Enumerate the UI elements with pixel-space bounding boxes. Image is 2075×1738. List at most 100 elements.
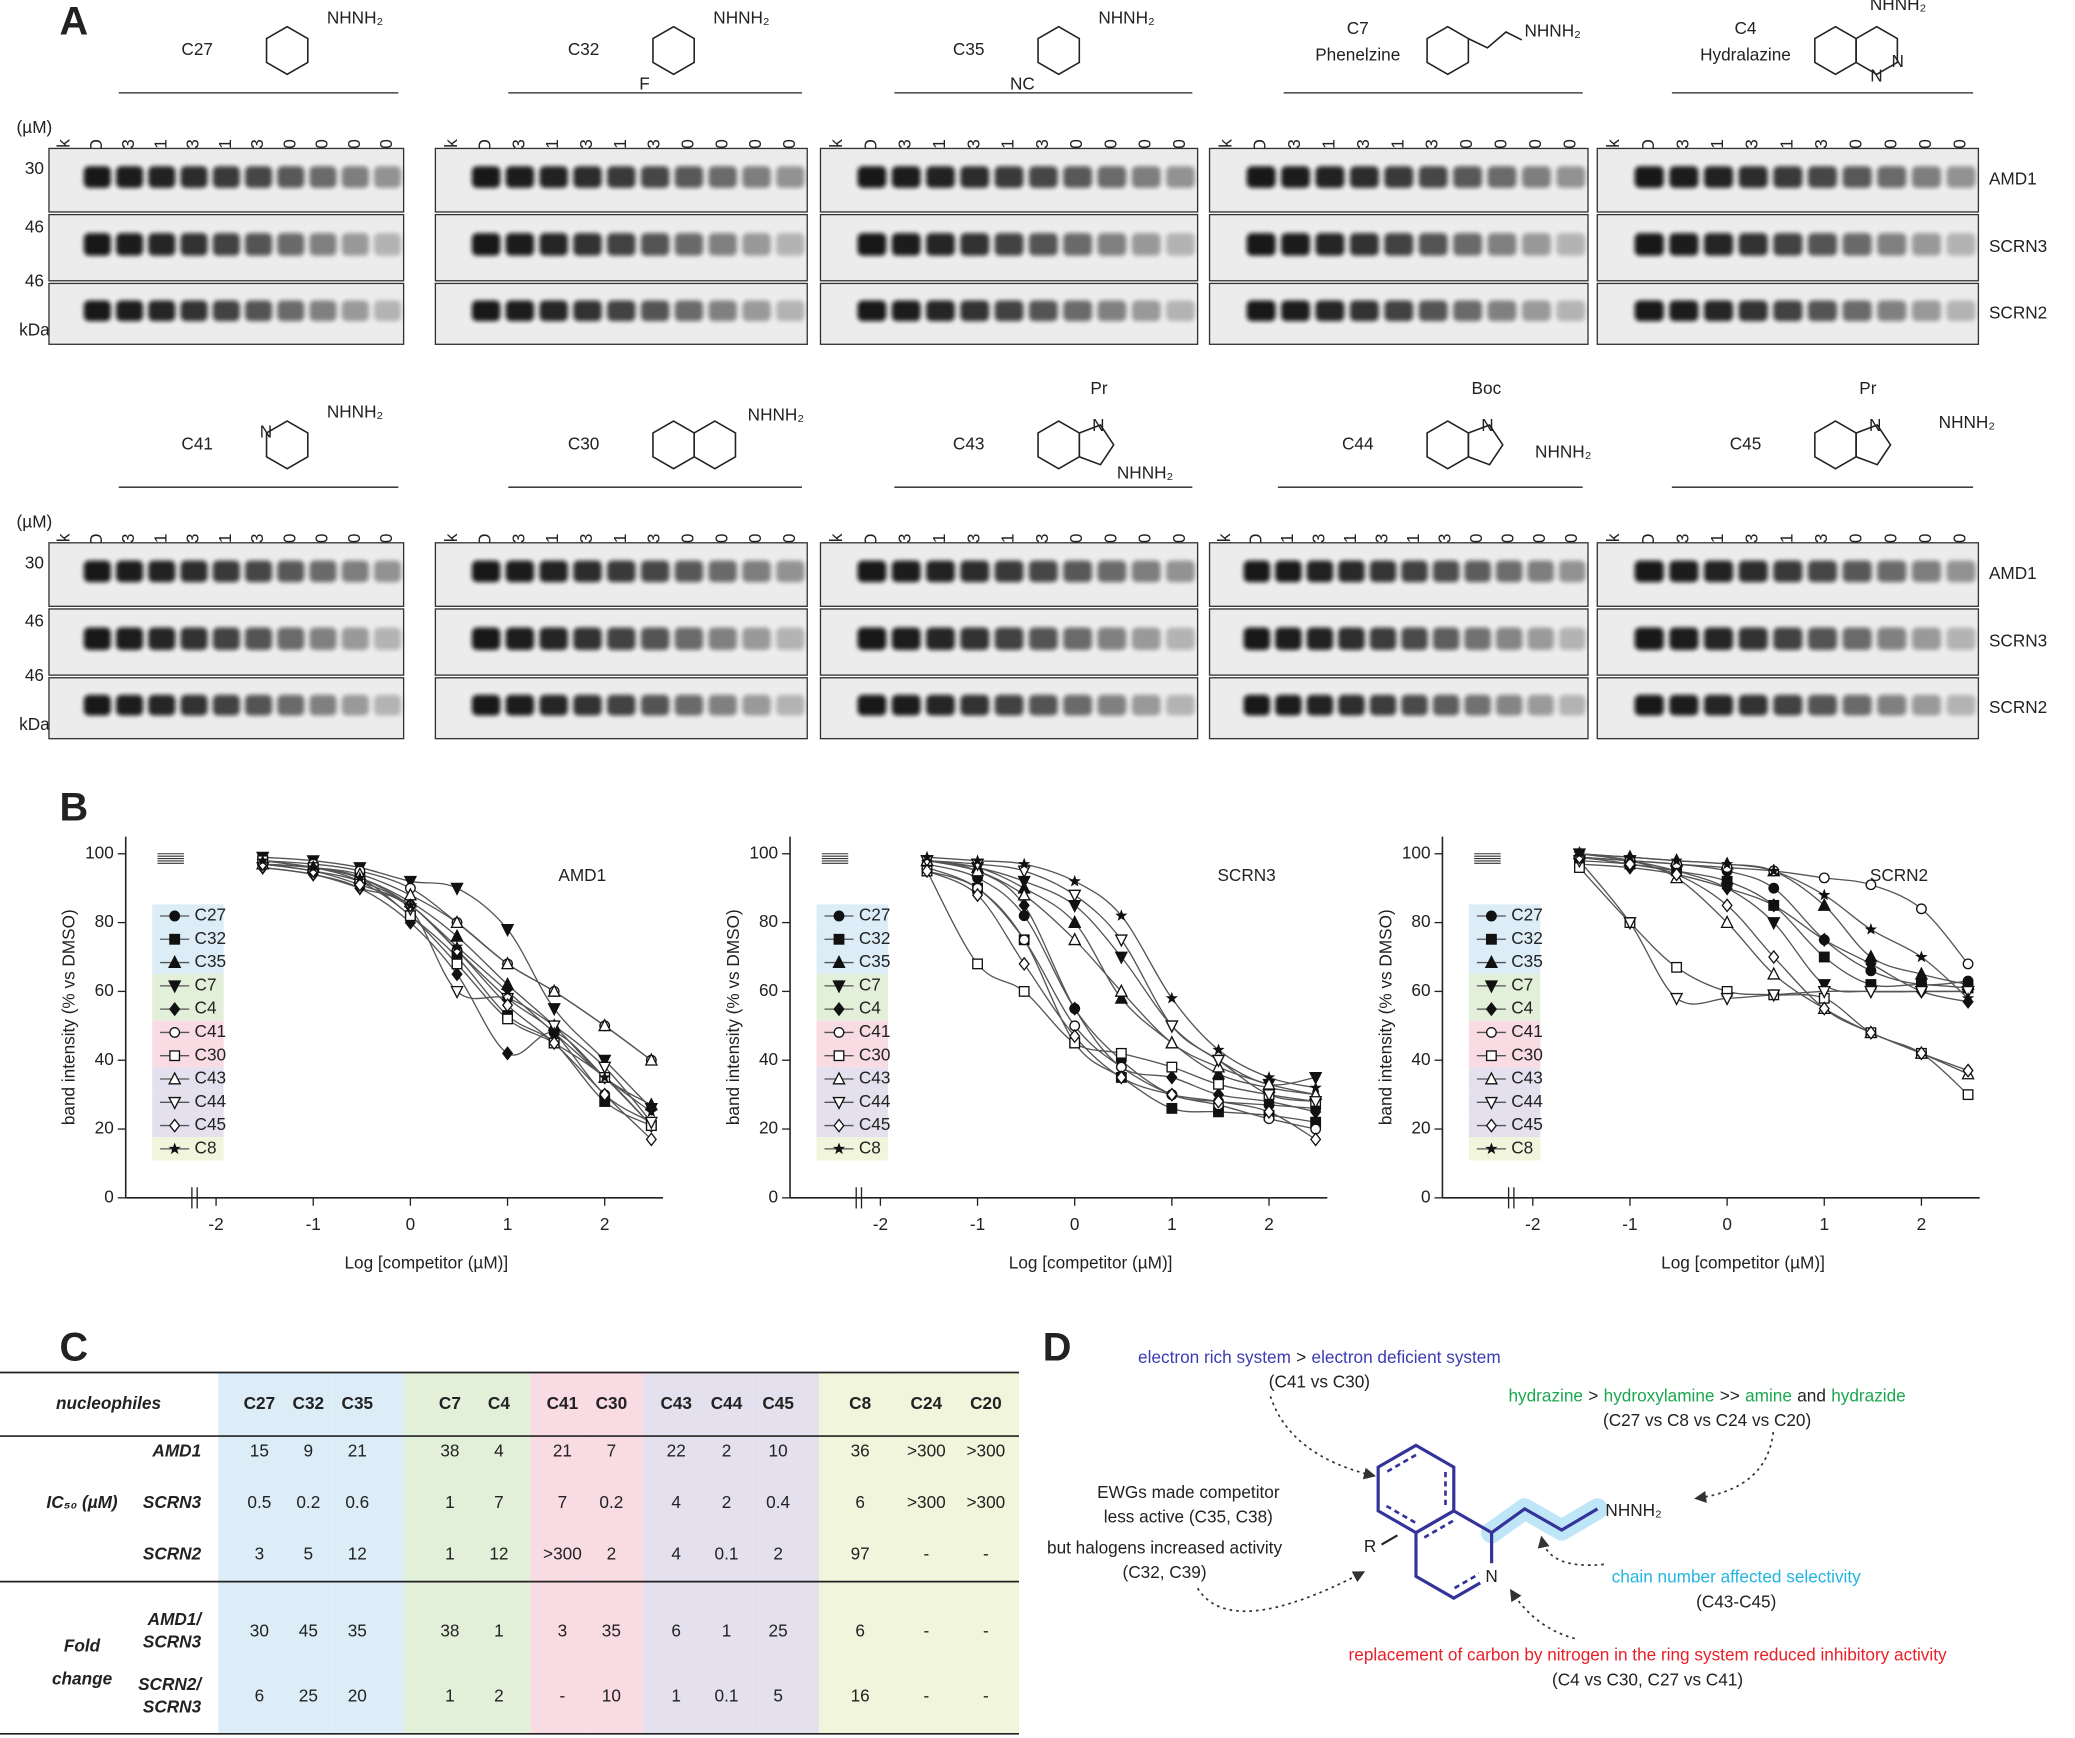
- gel-band: [1097, 694, 1127, 716]
- point: [500, 924, 515, 938]
- table-cell: 2: [722, 1492, 732, 1512]
- gel-band: [960, 166, 990, 188]
- gel-band: [1315, 233, 1345, 256]
- point: [920, 850, 934, 863]
- gel-band: [83, 166, 111, 188]
- point: [450, 928, 464, 942]
- lane-label: 1: [998, 534, 1018, 544]
- gel-band: [1703, 627, 1734, 650]
- point: [1310, 1132, 1322, 1147]
- compound-label: C7: [1347, 18, 1369, 38]
- gel-band: [994, 166, 1024, 188]
- gel-band: [1338, 694, 1365, 716]
- gel-band: [1281, 300, 1311, 322]
- lane-label: 1: [1387, 139, 1407, 149]
- table-cell: 38: [440, 1620, 459, 1640]
- table-cell: >300: [907, 1492, 946, 1512]
- table-cell: 12: [489, 1544, 508, 1564]
- point: [645, 1132, 657, 1147]
- point: [1623, 917, 1637, 931]
- point: [1767, 989, 1781, 1003]
- gel-band: [994, 233, 1024, 256]
- arrows: [1196, 1396, 1775, 1640]
- table-cell: 35: [602, 1620, 621, 1640]
- gel-band: [1911, 627, 1941, 650]
- gel-band: [1275, 560, 1302, 583]
- gel-band: [1773, 300, 1803, 322]
- inner-bond: [1385, 1504, 1417, 1525]
- gel-band: [505, 166, 535, 188]
- legend-label: C7: [859, 974, 881, 994]
- arrow: [1269, 1396, 1376, 1480]
- table-cell: 4: [671, 1492, 681, 1512]
- inner-bond: [1423, 1519, 1455, 1539]
- point: [1865, 1025, 1877, 1040]
- table-cell: 2: [607, 1544, 617, 1564]
- point: [256, 854, 269, 866]
- column-band: [474, 1372, 531, 1734]
- table-cell: 22: [667, 1440, 686, 1460]
- note: but halogens increased activity: [1047, 1537, 1282, 1557]
- inner-bond: [1385, 1453, 1417, 1474]
- gel-band: [212, 627, 240, 650]
- note: electron rich system > electron deficient …: [1138, 1347, 1501, 1367]
- gel-band: [1946, 300, 1976, 322]
- point: [501, 984, 514, 997]
- point: [354, 877, 366, 892]
- x-tick-label: -1: [1622, 1214, 1637, 1234]
- group-label: Fold: [64, 1636, 101, 1656]
- point: [1309, 1096, 1323, 1110]
- gel-band: [573, 233, 602, 256]
- gel-band: [742, 166, 771, 188]
- gel-band: [640, 560, 670, 583]
- fit-curve: [262, 866, 652, 1127]
- ring: [693, 420, 737, 470]
- note-part: but halogens increased activity: [1047, 1537, 1282, 1557]
- legend-label: C43: [859, 1068, 891, 1088]
- point: [1115, 909, 1128, 921]
- legend-marker: [1484, 980, 1499, 994]
- legend-label: C45: [1511, 1114, 1543, 1134]
- legend-marker: [833, 1050, 845, 1062]
- gel-band: [640, 694, 670, 716]
- note: chain number affected selectivity: [1612, 1566, 1861, 1586]
- gel-band: [1495, 694, 1523, 716]
- arrow: [1196, 1571, 1366, 1612]
- gel-band: [1911, 560, 1941, 583]
- structure-label: Boc: [1472, 378, 1502, 398]
- group-label: change: [52, 1669, 113, 1689]
- gel-band: [607, 166, 636, 188]
- y-axis-label: band intensity (% vs DMSO): [1375, 909, 1395, 1125]
- table-cell: 4: [671, 1544, 681, 1564]
- gel-band: [640, 166, 670, 188]
- row-label: SCRN2/: [138, 1674, 203, 1694]
- gel-band: [148, 627, 176, 650]
- column-band: [332, 1372, 404, 1734]
- gel-band: [148, 694, 176, 716]
- legend-marker: [1485, 1142, 1498, 1155]
- gel-band: [1028, 166, 1058, 188]
- legend-marker: [1485, 1027, 1497, 1038]
- legend-marker: [833, 1001, 845, 1017]
- column-header: C43: [660, 1393, 692, 1413]
- point: [971, 854, 984, 866]
- structure-label: Pr: [1859, 378, 1876, 398]
- gel-band: [277, 627, 305, 650]
- point: [1068, 889, 1082, 903]
- gel-band: [1028, 694, 1058, 716]
- table-cell: 6: [671, 1620, 681, 1640]
- gel-band: [1315, 300, 1345, 322]
- gel-band: [1131, 166, 1161, 188]
- point: [1915, 903, 1927, 915]
- table-cell: 6: [855, 1620, 865, 1640]
- column-header: C41: [547, 1393, 579, 1413]
- gel-band: [309, 627, 337, 650]
- note-part: electron deficient system: [1312, 1347, 1501, 1367]
- gel-band: [1877, 694, 1907, 716]
- point: [1962, 1089, 1974, 1101]
- panel-letter: D: [1043, 1326, 1072, 1370]
- gel-band: [1166, 233, 1195, 256]
- gel-band: [1384, 233, 1414, 256]
- gel-band: [1349, 233, 1379, 256]
- gel-band: [742, 560, 771, 583]
